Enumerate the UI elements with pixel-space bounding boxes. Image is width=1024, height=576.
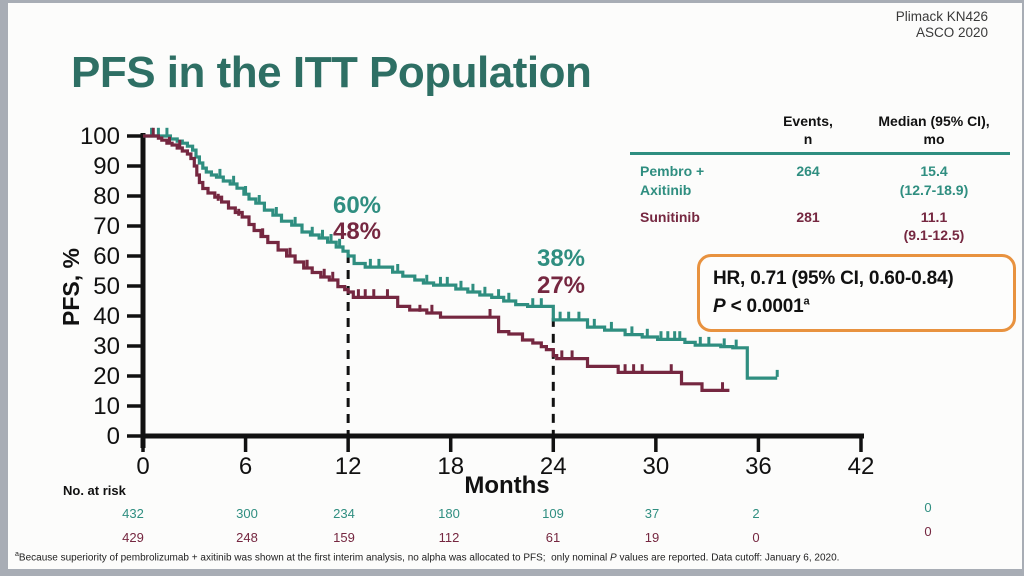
risk-value: 0	[924, 524, 931, 539]
header-events-line1: Events,	[783, 113, 833, 129]
landmark-labels: 60%48% 38%27%	[333, 192, 585, 299]
credit-line-1: Plimack KN426	[895, 9, 988, 24]
risk-value: 159	[333, 530, 355, 545]
hazard-ratio-box: HR, 0.71 (95% CI, 0.60-0.84) P < 0.0001a	[697, 254, 1016, 333]
summary-row-pembro: Pembro + Axitinib 264 15.4 (12.7-18.9)	[630, 162, 1010, 198]
km-step-line	[143, 134, 730, 392]
curve-pembro-axitinib	[143, 127, 779, 380]
landmark-dashed-lines	[346, 254, 555, 434]
risk-value: 0	[924, 500, 931, 515]
risk-row-sunitinib: 429 248 159 112 61 19 0 0	[122, 524, 931, 545]
header-events-line2: n	[803, 131, 813, 148]
y-tick-label: 10	[93, 393, 120, 420]
risk-value: 429	[122, 530, 144, 545]
risk-value: 0	[752, 530, 759, 545]
header-empty-cell	[630, 112, 758, 148]
credit-line-2: ASCO 2020	[915, 25, 988, 41]
landmark-label: 60%	[333, 192, 381, 219]
summary-table-header: Events, n Median (95% CI), mo	[630, 112, 1010, 148]
risk-row-pembro: 432 300 234 180 109 37 2 0	[122, 500, 931, 521]
header-median-line2: mo	[923, 131, 945, 148]
x-tick-label: 12	[335, 453, 362, 480]
x-tick-label: 0	[136, 453, 149, 480]
y-tick-label: 20	[93, 363, 120, 390]
risk-value: 19	[645, 530, 659, 545]
slide-credit: Plimack KN426 ASCO 2020	[896, 9, 988, 41]
y-tick-label: 60	[93, 243, 120, 270]
risk-value: 432	[122, 506, 144, 521]
risk-value: 61	[546, 530, 560, 545]
x-tick-label: 6	[239, 453, 252, 480]
median-value: 11.1 (9.1-12.5)	[903, 208, 965, 243]
risk-value: 109	[542, 506, 564, 521]
row-label: Sunitinib	[640, 208, 700, 225]
no-at-risk-label: No. at risk	[63, 483, 127, 498]
hr-line: HR, 0.71 (95% CI, 0.60-0.84)	[713, 268, 954, 289]
x-tick-label: 42	[848, 453, 875, 480]
x-tick-label: 24	[540, 453, 567, 480]
curve-sunitinib	[143, 127, 730, 392]
y-tick-label: 100	[80, 123, 120, 150]
summary-table: Events, n Median (95% CI), mo Pembro + A…	[630, 112, 1010, 244]
risk-value: 300	[236, 506, 258, 521]
x-axis: 0 6 12 18 24 30 36 42 Months	[136, 433, 875, 499]
summary-table-divider	[630, 152, 1010, 156]
footnote: aBecause superiority of pembrolizumab + …	[15, 551, 840, 564]
risk-value: 234	[333, 506, 355, 521]
row-label: Pembro + Axitinib	[640, 163, 705, 198]
events-value: 264	[796, 163, 820, 180]
km-step-line	[143, 134, 778, 380]
risk-value: 2	[752, 506, 759, 521]
y-tick-label: 50	[93, 273, 120, 300]
y-tick-label: 80	[93, 183, 120, 210]
y-tick-label: 90	[93, 153, 120, 180]
median-value: 15.4 (12.7-18.9)	[899, 163, 969, 198]
y-tick-label: 0	[107, 423, 120, 450]
p-value-line: P < 0.0001a	[713, 295, 810, 317]
summary-row-sunitinib: Sunitinib 281 11.1 (9.1-12.5)	[630, 208, 1010, 244]
risk-value: 180	[438, 506, 460, 521]
x-tick-label: 36	[745, 453, 772, 480]
number-at-risk: No. at risk	[63, 483, 127, 498]
header-median: Median (95% CI), mo	[858, 112, 1010, 148]
risk-value: 37	[645, 506, 659, 521]
y-tick-label: 70	[93, 213, 120, 240]
x-tick-label: 18	[437, 453, 464, 480]
risk-value: 248	[236, 530, 258, 545]
y-tick-label: 30	[93, 333, 120, 360]
y-axis-title: PFS, %	[58, 248, 84, 326]
x-axis-title: Months	[464, 472, 549, 499]
risk-value: 112	[439, 530, 460, 545]
header-median-line1: Median (95% CI),	[878, 113, 990, 129]
y-axis: 0 10 20 30 40 50 60 70 80 90 100 PFS, %	[58, 123, 146, 450]
page-title: PFS in the ITT Population	[71, 48, 592, 97]
header-events: Events, n	[758, 112, 858, 148]
landmark-label: 48%	[333, 218, 381, 245]
events-value: 281	[796, 208, 820, 225]
landmark-label: 38%	[537, 245, 585, 272]
x-tick-label: 30	[642, 453, 669, 480]
landmark-label: 27%	[537, 272, 585, 299]
y-tick-label: 40	[93, 303, 120, 330]
